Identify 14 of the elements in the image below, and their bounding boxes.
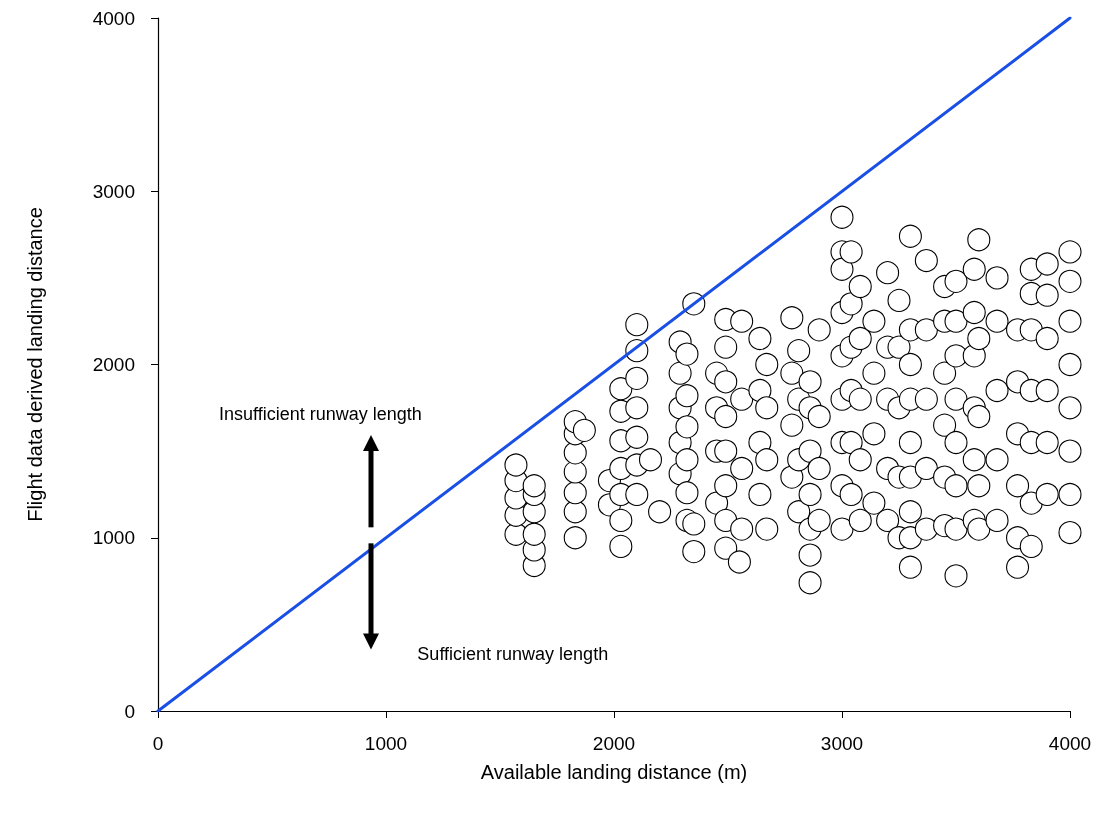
annotation: Insufficient runway length <box>218 403 422 424</box>
x-tick-label: 2000 <box>592 733 636 754</box>
y-tick-label: 0 <box>124 700 135 722</box>
y-axis-title: Flight data derived landing distance <box>24 207 46 522</box>
y-tick-label: 1000 <box>92 527 135 549</box>
x-tick-label: 4000 <box>1048 733 1092 754</box>
annotation: Sufficient runway length <box>417 644 609 665</box>
x-axis-title: Available landing distance (m) <box>480 761 748 783</box>
y-tick-label: 2000 <box>92 354 135 375</box>
y-tick-label: 4000 <box>92 7 135 29</box>
x-tick-label: 1000 <box>364 733 408 754</box>
x-tick-label: 0 <box>152 733 164 754</box>
x-tick-label: 3000 <box>820 733 864 754</box>
y-tick-label: 3000 <box>92 180 135 202</box>
